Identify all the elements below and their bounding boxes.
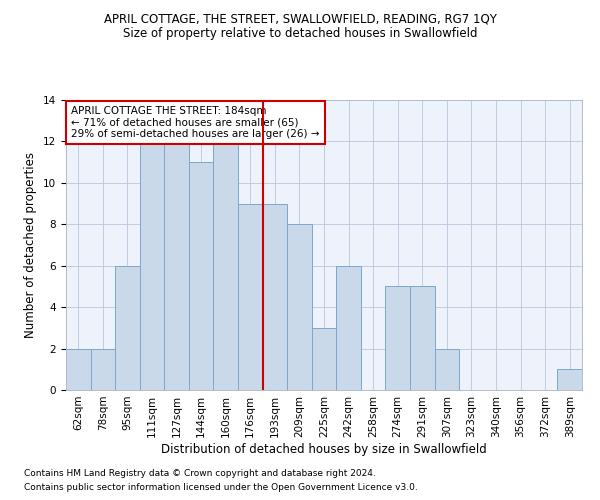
Text: Contains public sector information licensed under the Open Government Licence v3: Contains public sector information licen… [24, 484, 418, 492]
Bar [434, 348, 459, 390]
Text: Contains HM Land Registry data © Crown copyright and database right 2024.: Contains HM Land Registry data © Crown c… [24, 468, 376, 477]
Bar [189, 162, 214, 390]
Bar [385, 286, 410, 390]
Bar [410, 286, 434, 390]
Bar [214, 142, 238, 390]
Bar [238, 204, 263, 390]
Bar [336, 266, 361, 390]
Text: APRIL COTTAGE THE STREET: 184sqm
← 71% of detached houses are smaller (65)
29% o: APRIL COTTAGE THE STREET: 184sqm ← 71% o… [71, 106, 320, 139]
Bar [312, 328, 336, 390]
Bar [287, 224, 312, 390]
Bar [140, 142, 164, 390]
Text: APRIL COTTAGE, THE STREET, SWALLOWFIELD, READING, RG7 1QY: APRIL COTTAGE, THE STREET, SWALLOWFIELD,… [104, 12, 496, 26]
Text: Size of property relative to detached houses in Swallowfield: Size of property relative to detached ho… [123, 28, 477, 40]
Bar [164, 142, 189, 390]
X-axis label: Distribution of detached houses by size in Swallowfield: Distribution of detached houses by size … [161, 442, 487, 456]
Bar [263, 204, 287, 390]
Y-axis label: Number of detached properties: Number of detached properties [25, 152, 37, 338]
Bar [91, 348, 115, 390]
Bar [115, 266, 140, 390]
Bar [66, 348, 91, 390]
Bar [557, 370, 582, 390]
